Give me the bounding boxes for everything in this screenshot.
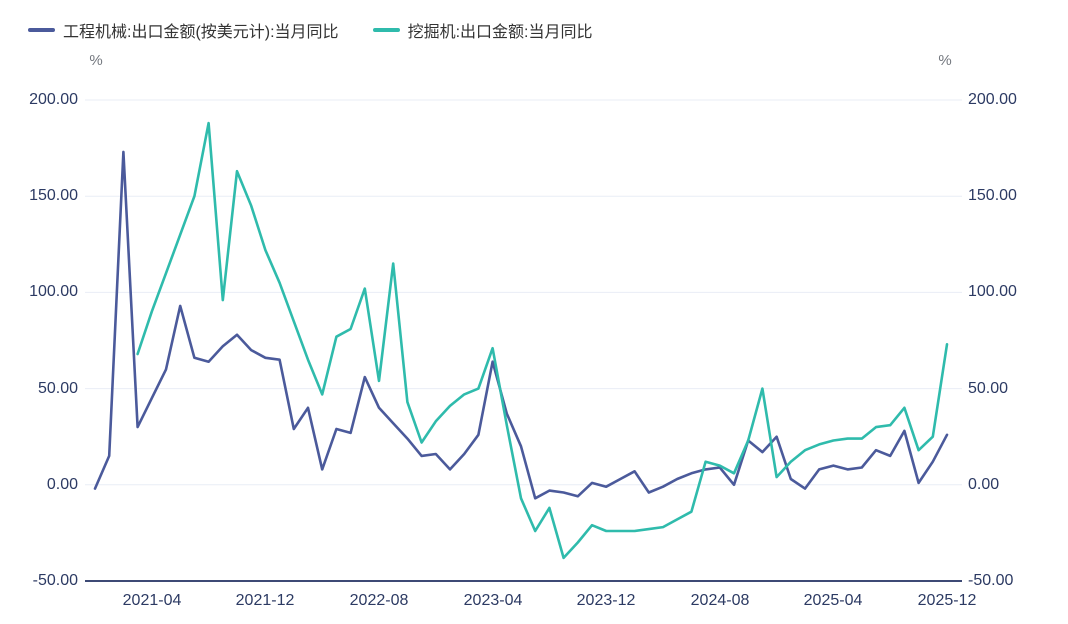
- legend: 工程机械:出口金额(按美元计):当月同比 挖掘机:出口金额:当月同比: [28, 18, 592, 42]
- legend-item-engineering-machinery-export[interactable]: 工程机械:出口金额(按美元计):当月同比: [28, 18, 339, 42]
- y-tick-label-right: 50.00: [968, 380, 1009, 397]
- legend-item-excavator-export[interactable]: 挖掘机:出口金额:当月同比: [372, 18, 593, 42]
- legend-label: 挖掘机:出口金额:当月同比: [407, 24, 593, 41]
- series-line-1: [136, 121, 949, 560]
- y-tick-label-right: 150.00: [968, 187, 1017, 204]
- y-axis-unit-left: %: [89, 52, 103, 69]
- y-tick-label-left: 50.00: [37, 380, 78, 397]
- y-tick-label-right: -50.00: [968, 572, 1014, 589]
- legend-line-swatch-teal: [372, 28, 400, 32]
- y-tick-label-left: 200.00: [29, 91, 78, 108]
- y-tick-label-left: -50.00: [32, 572, 78, 589]
- legend-label: 工程机械:出口金额(按美元计):当月同比: [63, 24, 339, 41]
- x-tick-label: 2024-08: [690, 592, 750, 609]
- x-tick-label: 2025-12: [917, 592, 977, 609]
- y-tick-label-right: 200.00: [968, 91, 1017, 108]
- y-tick-label-left: 100.00: [29, 283, 78, 300]
- series-line-0: [93, 150, 949, 500]
- y-tick-label-left: 150.00: [29, 187, 78, 204]
- legend-line-swatch-navy: [28, 28, 55, 32]
- y-axis-unit-right: %: [938, 52, 952, 69]
- x-tick-label: 2023-04: [463, 592, 523, 609]
- y-tick-label-left: 0.00: [46, 476, 78, 493]
- x-tick-label: 2022-08: [349, 592, 409, 609]
- x-tick-label: 2021-12: [235, 592, 295, 609]
- x-tick-label: 2025-04: [803, 592, 863, 609]
- y-tick-label-right: 0.00: [968, 476, 1000, 493]
- x-tick-label: 2023-12: [576, 592, 636, 609]
- y-tick-label-right: 100.00: [968, 283, 1017, 300]
- x-tick-label: 2021-04: [122, 592, 182, 609]
